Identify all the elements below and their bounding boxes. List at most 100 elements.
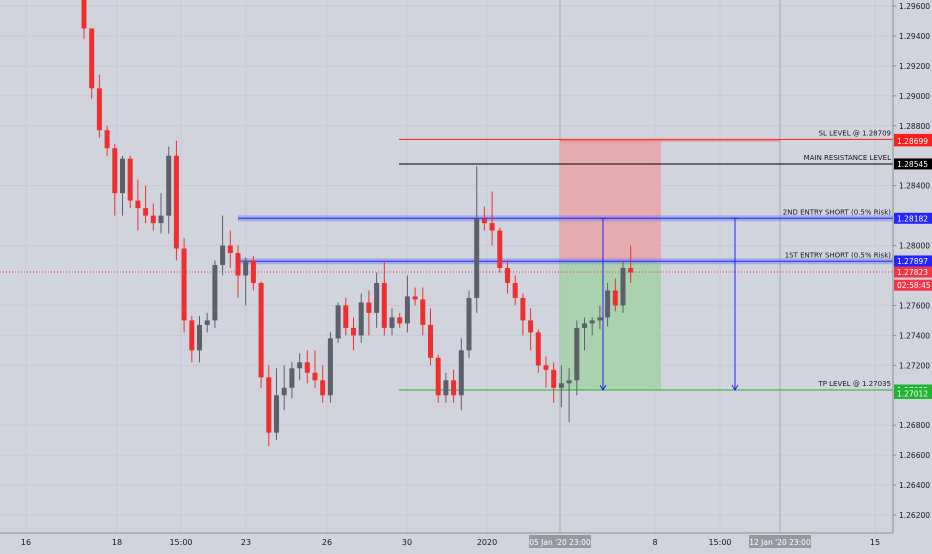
extra-badge-4-bg	[894, 387, 932, 399]
candle-19[interactable]	[227, 245, 233, 254]
candle-51[interactable]	[474, 218, 480, 298]
candle-16[interactable]	[204, 320, 210, 325]
candle-21[interactable]	[243, 260, 249, 276]
y-tick-label-9: 1.27200	[899, 361, 930, 370]
candle-3[interactable]	[104, 130, 110, 149]
x-tick-label-3: 23	[241, 538, 251, 547]
candle-27[interactable]	[289, 368, 295, 388]
candle-7[interactable]	[135, 200, 141, 209]
time-axis[interactable]	[0, 533, 893, 550]
y-tick-label-1: 1.29400	[899, 32, 930, 41]
candle-70[interactable]	[620, 267, 626, 306]
candle-50[interactable]	[466, 297, 472, 351]
candle-71[interactable]	[628, 267, 634, 273]
y-tick-label-7: 1.27600	[899, 301, 930, 310]
candle-11[interactable]	[166, 155, 172, 216]
candle-57[interactable]	[520, 297, 526, 321]
candle-29[interactable]	[304, 362, 310, 373]
candle-49[interactable]	[458, 350, 464, 396]
y-tick-label-12: 1.26400	[899, 481, 930, 490]
projection-arrow-1-head	[599, 384, 607, 391]
candle-20[interactable]	[235, 253, 241, 276]
candle-38[interactable]	[374, 282, 380, 313]
y-tick-label-6: 1.28000	[899, 242, 930, 251]
candle-69[interactable]	[612, 290, 618, 306]
x-tick-label-8: 15:00	[708, 538, 731, 547]
level-label-3: 1ST ENTRY SHORT (0.5% Risk)	[785, 251, 892, 259]
candle-0[interactable]	[81, 0, 87, 29]
level-badge-1-text: 1.28545	[897, 160, 928, 169]
candle-10[interactable]	[158, 215, 164, 224]
y-tick-label-13: 1.26200	[899, 511, 930, 520]
x-highlight-label-1: 05 Jan '20 23:00	[529, 538, 591, 547]
candle-45[interactable]	[428, 324, 433, 358]
candle-47[interactable]	[443, 380, 449, 396]
candle-15[interactable]	[197, 324, 202, 351]
extra-badge-0-text: 1.28699	[897, 137, 928, 146]
level-badge-2-bg	[894, 212, 932, 224]
candle-26[interactable]	[281, 387, 287, 396]
candle-44[interactable]	[420, 299, 426, 325]
candle-22[interactable]	[250, 260, 256, 283]
x-highlight-bg-1	[529, 535, 591, 548]
candle-64[interactable]	[574, 327, 580, 381]
candle-60[interactable]	[543, 365, 549, 370]
candle-67[interactable]	[597, 317, 603, 321]
y-tick-label-0: 1.29600	[899, 2, 930, 11]
candle-18[interactable]	[220, 245, 226, 266]
candle-62[interactable]	[558, 383, 564, 388]
candle-14[interactable]	[189, 320, 195, 351]
candle-13[interactable]	[181, 248, 187, 321]
candle-17[interactable]	[212, 265, 218, 321]
candle-43[interactable]	[412, 296, 418, 300]
candle-56[interactable]	[512, 282, 518, 298]
candle-37[interactable]	[366, 302, 372, 313]
candle-66[interactable]	[589, 320, 595, 324]
candle-32[interactable]	[327, 338, 333, 396]
y-tick-label-10: 1.26800	[899, 421, 930, 430]
candle-65[interactable]	[582, 323, 587, 328]
candle-61[interactable]	[551, 369, 557, 388]
candle-48[interactable]	[451, 380, 457, 396]
candle-40[interactable]	[389, 317, 395, 328]
candle-30[interactable]	[312, 372, 318, 381]
y-tick-label-11: 1.26600	[899, 451, 930, 460]
y-tick-label-8: 1.27400	[899, 331, 930, 340]
y-tick-label-3: 1.29000	[899, 92, 930, 101]
candle-55[interactable]	[505, 267, 510, 283]
candle-5[interactable]	[120, 158, 125, 194]
candle-68[interactable]	[605, 290, 611, 318]
candle-59[interactable]	[535, 332, 541, 366]
candle-53[interactable]	[489, 223, 495, 231]
candle-12[interactable]	[173, 155, 179, 249]
candle-46[interactable]	[435, 357, 441, 396]
candle-31[interactable]	[320, 380, 326, 396]
candle-8[interactable]	[143, 208, 149, 216]
candle-6[interactable]	[127, 158, 133, 201]
candle-42[interactable]	[404, 296, 410, 324]
candle-25[interactable]	[274, 395, 279, 433]
candle-1[interactable]	[89, 28, 95, 89]
candle-33[interactable]	[335, 305, 341, 339]
candle-4[interactable]	[112, 148, 118, 194]
risk-zone	[560, 139, 661, 262]
candle-52[interactable]	[481, 218, 487, 224]
candle-39[interactable]	[381, 282, 387, 328]
candle-58[interactable]	[528, 320, 534, 333]
candle-35[interactable]	[351, 327, 356, 336]
candle-54[interactable]	[497, 230, 503, 268]
candle-41[interactable]	[397, 317, 403, 324]
candle-24[interactable]	[266, 377, 272, 433]
candle-63[interactable]	[566, 380, 572, 384]
x-tick-label-9: 15	[870, 538, 880, 547]
candle-36[interactable]	[358, 302, 364, 336]
candle-34[interactable]	[343, 305, 349, 328]
candle-28[interactable]	[297, 362, 303, 369]
candle-23[interactable]	[258, 282, 264, 378]
x-tick-label-4: 26	[322, 538, 332, 547]
candle-9[interactable]	[150, 215, 156, 224]
candle-2[interactable]	[96, 88, 102, 131]
